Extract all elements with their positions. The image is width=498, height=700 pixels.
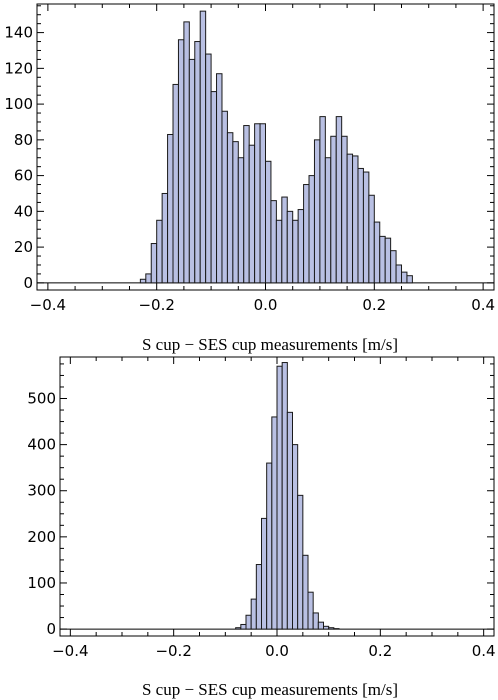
histogram-bar — [167, 133, 174, 284]
histogram-bar — [313, 139, 321, 284]
histogram-bar — [194, 41, 201, 284]
histogram-bar — [324, 157, 332, 284]
histogram-bar — [139, 278, 147, 284]
histogram-bar — [395, 264, 403, 284]
x-tick-label: −0.4 — [52, 642, 88, 660]
x-axis-label: S cup − SES cup measurements [m/s] — [142, 335, 398, 354]
y-tick-label: 300 — [27, 482, 56, 500]
y-tick-label: 120 — [4, 59, 33, 77]
histogram-bar — [308, 175, 315, 284]
histogram-bar — [232, 141, 239, 284]
histogram-bar — [243, 125, 250, 284]
histogram-bar — [161, 192, 169, 284]
histogram-bar — [248, 144, 256, 284]
histogram-bar — [265, 160, 272, 284]
histogram-bar — [237, 157, 245, 284]
histogram-bar — [271, 416, 278, 630]
histogram-bar — [266, 462, 273, 630]
histogram-bar — [240, 623, 247, 630]
histogram-bar — [341, 135, 348, 284]
x-tick-label: −0.2 — [138, 296, 174, 314]
histogram-bar — [384, 237, 392, 284]
histogram-bar — [330, 135, 337, 284]
histogram-bar — [297, 494, 304, 630]
histogram-bar — [172, 83, 179, 284]
histogram-bar — [328, 627, 335, 630]
histogram-bar — [255, 564, 262, 630]
histogram-bar — [352, 155, 359, 284]
histogram-bar — [254, 123, 261, 284]
y-tick-label: 100 — [27, 574, 56, 592]
chart-2: −0.4 −0.2 0.0 0.2 0.4 0 100 200 300 400 500 S cup −… — [27, 356, 496, 699]
histogram-bar — [317, 621, 324, 630]
histogram-bar — [286, 210, 294, 284]
histogram-bar — [286, 411, 293, 630]
y-tick-label: 140 — [4, 24, 33, 42]
x-tick-label: 0.2 — [362, 296, 386, 314]
histogram-bar — [346, 153, 354, 284]
histogram-bar — [270, 200, 277, 284]
x-tick-label: 0.4 — [471, 296, 495, 314]
histogram-bar — [150, 243, 158, 284]
x-axis-label: S cup − SES cup measurements [m/s] — [142, 680, 398, 699]
y-tick-label: 20 — [14, 238, 33, 256]
histogram-bar — [302, 554, 309, 630]
y-tick-label: 100 — [4, 95, 33, 113]
x-tick-label: 0.0 — [265, 642, 289, 660]
histogram-bar — [177, 39, 185, 284]
histogram-bar — [357, 167, 364, 284]
y-tick-label: 40 — [14, 202, 33, 220]
histogram-bar — [245, 614, 252, 630]
histogram-bar — [145, 273, 152, 284]
y-tick-label: 0 — [23, 274, 33, 292]
histogram-bar — [297, 209, 305, 284]
y-tick-label: 500 — [27, 390, 56, 408]
histogram-bar — [307, 591, 314, 630]
histogram-bar — [276, 365, 283, 630]
y-tick-label: 400 — [27, 436, 56, 454]
histogram-bar — [292, 444, 299, 630]
histogram-bar — [221, 110, 228, 284]
y-tick-label: 60 — [14, 167, 33, 185]
histogram-bar — [226, 132, 234, 284]
histogram-bar — [368, 194, 375, 284]
chart-1: −0.4 −0.2 0.0 0.2 0.4 0 20 40 60 80 100 120 140 S cup… — [4, 3, 495, 354]
x-tick-label: 0.4 — [472, 642, 496, 660]
y-tick-label: 80 — [14, 131, 33, 149]
histogram-bar — [205, 53, 212, 284]
histogram-bar — [250, 598, 257, 630]
histogram-bar — [323, 625, 330, 630]
histogram-bar — [156, 219, 163, 284]
histogram-bar — [199, 10, 207, 284]
histogram-bar — [292, 219, 299, 284]
histogram-bar — [362, 171, 370, 284]
histogram-bar — [401, 271, 408, 284]
histogram-bar — [303, 184, 310, 284]
x-tick-label: −0.4 — [30, 296, 66, 314]
histogram-bar — [406, 275, 413, 284]
histogram-bar — [373, 221, 381, 284]
x-tick-label: 0.2 — [368, 642, 392, 660]
histogram-bar — [259, 123, 266, 284]
histogram-bar — [319, 116, 326, 284]
histogram-bar — [188, 58, 196, 284]
histogram-bar — [210, 91, 218, 284]
histogram-bar — [275, 219, 283, 284]
histogram-bar — [261, 517, 268, 630]
histogram-bar — [390, 250, 397, 284]
histogram-bar — [335, 116, 343, 284]
histogram-bar — [281, 362, 288, 630]
histogram-bar — [379, 235, 386, 284]
x-tick-label: 0.0 — [254, 296, 278, 314]
histogram-bar — [216, 73, 223, 284]
y-tick-label: 0 — [46, 620, 56, 638]
histogram-bar — [312, 612, 319, 630]
histogram-bar — [183, 21, 190, 284]
x-tick-label: −0.2 — [155, 642, 191, 660]
y-tick-label: 200 — [27, 528, 56, 546]
histogram-bar — [281, 196, 288, 284]
histogram-bar — [235, 627, 242, 630]
